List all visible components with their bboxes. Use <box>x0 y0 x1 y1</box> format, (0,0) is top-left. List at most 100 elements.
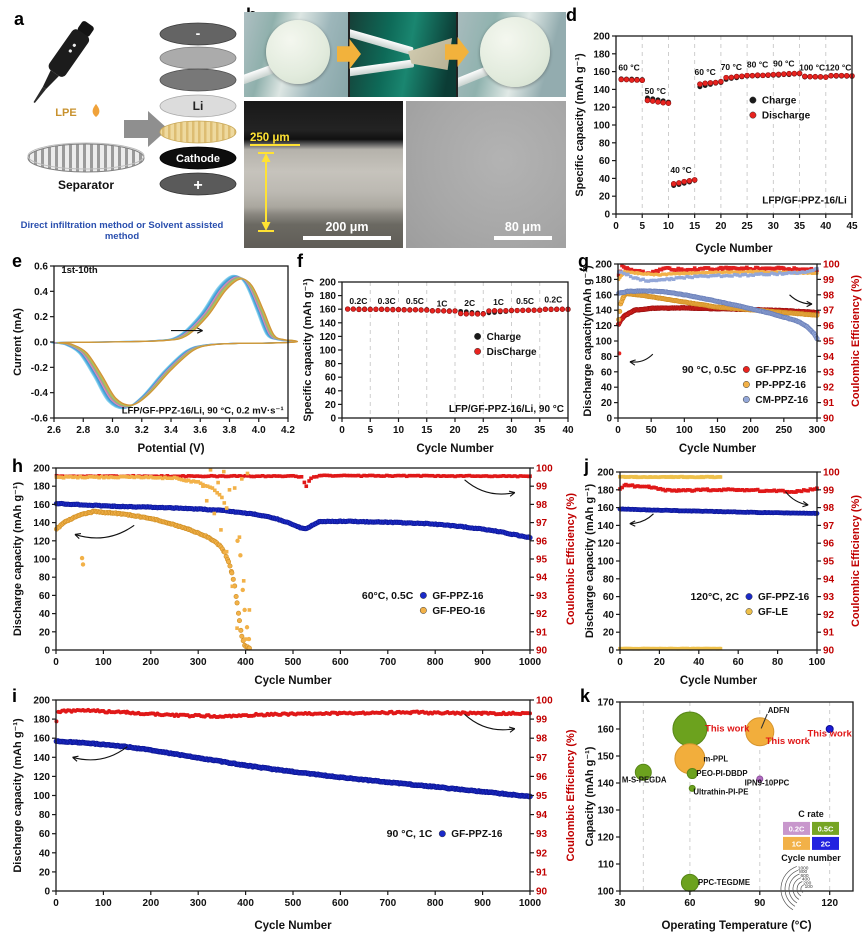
svg-text:20: 20 <box>325 400 337 411</box>
svg-text:60: 60 <box>39 591 51 602</box>
svg-text:100: 100 <box>809 657 826 668</box>
chart-cycling-90c-1000: 0 100 200 300 400 500 600 700 800 900 1000 0 20 40 60 8… <box>12 696 577 933</box>
svg-text:Discharge capacity(mAh g⁻¹): Discharge capacity(mAh g⁻¹) <box>582 265 594 417</box>
membrane-photo-recovered <box>458 12 566 97</box>
svg-text:800: 800 <box>427 657 444 668</box>
panel-letter-a: a <box>14 9 25 29</box>
panel-letter-g: g <box>578 251 589 271</box>
svg-text:91: 91 <box>823 628 835 639</box>
svg-text:90: 90 <box>536 887 548 898</box>
svg-text:40: 40 <box>39 848 51 859</box>
svg-text:0.5C: 0.5C <box>406 296 424 306</box>
svg-text:40: 40 <box>693 657 705 668</box>
svg-text:M-S-PEGDA: M-S-PEGDA <box>622 775 667 784</box>
svg-text:80: 80 <box>325 359 337 370</box>
svg-text:300: 300 <box>190 898 207 909</box>
svg-text:0: 0 <box>606 414 612 425</box>
svg-text:200: 200 <box>593 32 610 43</box>
svg-text:90: 90 <box>754 898 766 909</box>
svg-text:40: 40 <box>325 386 337 397</box>
svg-text:90 °C, 1C: 90 °C, 1C <box>387 828 433 840</box>
svg-text:200: 200 <box>597 468 614 479</box>
svg-text:1000: 1000 <box>519 898 542 909</box>
svg-text:Capacity (mAh g⁻¹): Capacity (mAh g⁻¹) <box>584 746 596 846</box>
coin-cell-stack: - Li Cathode + <box>159 22 237 196</box>
svg-text:140: 140 <box>319 318 336 329</box>
svg-text:300: 300 <box>190 657 207 668</box>
svg-text:1000: 1000 <box>519 657 542 668</box>
svg-text:160: 160 <box>33 500 50 511</box>
svg-text:92: 92 <box>823 383 835 394</box>
svg-text:80: 80 <box>39 573 51 584</box>
scalebar-line <box>494 236 552 240</box>
svg-text:1C: 1C <box>792 839 802 848</box>
svg-text:0: 0 <box>44 887 50 898</box>
svg-text:This work: This work <box>807 729 852 740</box>
svg-text:LFP/GF-PPZ-16/Li, 90 °C: LFP/GF-PPZ-16/Li, 90 °C <box>449 404 564 415</box>
svg-text:60: 60 <box>684 898 696 909</box>
svg-text:180: 180 <box>593 49 610 60</box>
svg-text:40: 40 <box>39 609 51 620</box>
svg-text:0.2: 0.2 <box>34 312 48 323</box>
membrane-photo-folded <box>350 12 456 97</box>
svg-text:60: 60 <box>601 367 613 378</box>
svg-text:40: 40 <box>599 174 611 185</box>
svg-text:0.4: 0.4 <box>34 287 48 298</box>
svg-text:GF-LE: GF-LE <box>758 607 788 618</box>
thickness-label: 250 μm <box>250 132 290 144</box>
svg-text:800: 800 <box>427 898 444 909</box>
svg-text:97: 97 <box>536 518 548 529</box>
svg-text:120: 120 <box>597 833 614 844</box>
svg-text:80: 80 <box>601 352 613 363</box>
svg-text:-0.4: -0.4 <box>31 388 49 399</box>
svg-text:GF-PPZ-16: GF-PPZ-16 <box>432 591 484 602</box>
svg-text:98: 98 <box>823 503 835 514</box>
svg-text:20: 20 <box>39 867 51 878</box>
svg-text:200: 200 <box>803 880 811 886</box>
chart-cycling-90c-comparison: 0 50 100 150 200 250 300 0 20 40 60 80 100 120 140 160 1… <box>582 260 862 456</box>
svg-text:700: 700 <box>379 657 396 668</box>
svg-text:80: 80 <box>772 657 784 668</box>
svg-text:This work: This work <box>766 736 811 747</box>
svg-text:15: 15 <box>421 425 433 436</box>
svg-text:40: 40 <box>601 383 613 394</box>
svg-text:100: 100 <box>595 337 612 348</box>
sem-cross-section: 250 μm 200 μm <box>244 101 403 248</box>
scalebar-line <box>303 236 391 240</box>
svg-text:PEO-PI-DBDP: PEO-PI-DBDP <box>696 769 747 778</box>
svg-text:180: 180 <box>597 485 614 496</box>
svg-text:GF-PEO-16: GF-PEO-16 <box>432 606 485 617</box>
svg-text:60 °C: 60 °C <box>694 67 715 77</box>
svg-text:Cycle Number: Cycle Number <box>679 443 757 455</box>
svg-text:0: 0 <box>53 898 59 909</box>
svg-text:93: 93 <box>536 829 548 840</box>
svg-text:20: 20 <box>715 221 727 232</box>
svg-text:120: 120 <box>33 772 50 783</box>
svg-text:91: 91 <box>823 398 835 409</box>
svg-text:100: 100 <box>597 887 614 898</box>
svg-text:160: 160 <box>319 305 336 316</box>
svg-text:98: 98 <box>823 290 835 301</box>
svg-text:100 °C: 100 °C <box>799 62 825 72</box>
svg-text:94: 94 <box>536 573 548 584</box>
svg-text:100: 100 <box>597 557 614 568</box>
svg-text:120: 120 <box>821 898 838 909</box>
panel-letter-j: j <box>584 456 590 476</box>
membrane-disc <box>266 20 330 84</box>
svg-text:25: 25 <box>478 425 490 436</box>
svg-text:0.2C: 0.2C <box>789 824 805 833</box>
svg-text:CM-PPZ-16: CM-PPZ-16 <box>755 395 808 406</box>
svg-text:Cycle Number: Cycle Number <box>680 675 758 687</box>
svg-text:96: 96 <box>823 321 835 332</box>
svg-text:200: 200 <box>742 425 759 436</box>
svg-text:2C: 2C <box>464 298 475 308</box>
svg-text:120 °C: 120 °C <box>825 62 851 72</box>
svg-text:40: 40 <box>820 221 832 232</box>
svg-text:140: 140 <box>593 85 610 96</box>
negative-terminal-label: - <box>196 25 201 41</box>
svg-text:96: 96 <box>823 539 835 550</box>
svg-text:60: 60 <box>325 373 337 384</box>
svg-text:PP-PPZ-16: PP-PPZ-16 <box>755 380 806 391</box>
svg-text:m-PPL: m-PPL <box>703 754 728 763</box>
panel-c-sem: 250 μm 200 μm 80 μm <box>244 101 566 248</box>
